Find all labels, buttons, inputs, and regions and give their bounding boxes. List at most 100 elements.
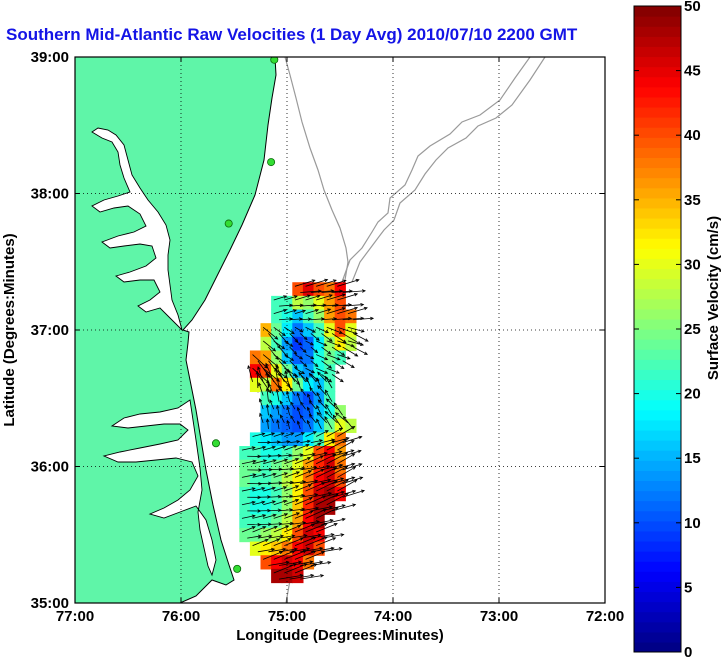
velocity-cell [271, 541, 283, 556]
velocity-arrow [284, 370, 291, 389]
velocity-arrow [252, 526, 267, 533]
velocity-arrow [241, 500, 256, 506]
velocity-arrow [305, 431, 317, 437]
velocity-arrow [294, 294, 311, 301]
velocity-arrow [286, 419, 291, 430]
velocity-arrow [296, 420, 301, 430]
velocity-cell [292, 459, 304, 474]
velocity-arrow [273, 458, 289, 465]
colorbar-band [634, 187, 681, 199]
velocity-arrow [305, 482, 326, 492]
colorbar-tick-label: 30 [684, 256, 701, 273]
velocity-arrow [321, 360, 333, 369]
velocity-cell [334, 295, 346, 311]
radar-stations [211, 57, 279, 573]
velocity-arrow [241, 446, 256, 451]
velocity-arrow [290, 414, 296, 424]
velocity-cell [313, 377, 325, 393]
velocity-arrow [347, 340, 365, 347]
velocity-arrow [241, 473, 257, 478]
velocity-cell [302, 282, 315, 297]
velocity-arrow [273, 525, 290, 533]
velocity-cell [302, 295, 315, 311]
velocity-arrow [284, 457, 300, 465]
velocity-cell [271, 309, 283, 324]
velocity-arrow [326, 439, 348, 451]
velocity-cell [313, 336, 325, 352]
velocity-cell [271, 295, 283, 311]
velocity-cell [302, 459, 315, 474]
velocity-arrow [315, 507, 339, 519]
velocity-arrow [263, 550, 284, 560]
velocity-arrow [300, 506, 320, 512]
velocity-arrow [316, 537, 337, 547]
colorbar-band [634, 258, 681, 270]
colorbar-band [634, 389, 681, 401]
velocity-arrow [321, 346, 332, 355]
velocity-arrow [342, 360, 355, 368]
velocity-arrow [294, 510, 314, 519]
velocity-cell [292, 377, 304, 393]
velocity-arrow [273, 326, 286, 337]
velocity-cell [324, 350, 336, 365]
velocity-arrow [284, 563, 308, 574]
colorbar-band [634, 106, 681, 118]
velocity-arrow [241, 487, 256, 492]
colorbar-band [634, 480, 681, 492]
velocity-cell [324, 446, 336, 461]
velocity-cell [281, 568, 293, 584]
velocity-arrow [284, 498, 300, 506]
velocity-cell [324, 418, 336, 433]
velocity-arrow [315, 467, 338, 478]
velocity-cell [302, 391, 315, 406]
velocity-arrow [276, 419, 280, 430]
velocity-arrow [332, 414, 343, 430]
velocity-arrow [326, 326, 344, 334]
velocity-arrow [296, 406, 301, 416]
velocity-arrow [263, 445, 276, 451]
colorbar-band [634, 641, 681, 652]
velocity-cell [334, 309, 346, 324]
colorbar-band [634, 117, 681, 128]
velocity-arrow [289, 317, 303, 321]
velocity-arrow [294, 497, 313, 506]
velocity-arrow [252, 459, 268, 465]
y-axis-ticks: 35:00 36:00 37:00 38:00 39:00 [31, 49, 605, 612]
velocity-arrow [300, 533, 322, 539]
colorbar-band [634, 440, 681, 451]
velocity-cell [302, 446, 315, 461]
velocity-arrow [305, 495, 327, 506]
velocity-arrow [263, 459, 277, 465]
velocity-arrow [337, 293, 359, 301]
velocity-arrow [315, 440, 336, 451]
colorbar-band [634, 238, 681, 249]
velocity-cell [249, 377, 262, 393]
velocity-cell [324, 459, 336, 474]
velocity-cell [271, 527, 283, 543]
velocity-arrow [284, 326, 295, 335]
velocity-arrow [337, 306, 359, 315]
velocity-arrow [268, 383, 275, 396]
velocity-cell [281, 295, 293, 311]
velocity-arrow [273, 499, 288, 506]
velocity-arrow [321, 450, 343, 457]
colorbar-band [634, 228, 681, 239]
colorbar-tick-label: 50 [684, 0, 701, 15]
velocity-arrow [306, 419, 312, 430]
velocity-arrow [300, 439, 311, 444]
velocity-arrow [305, 294, 321, 301]
colorbar-band [634, 86, 681, 98]
velocity-arrow [290, 401, 296, 410]
velocity-cell [271, 568, 283, 584]
velocity-arrow [347, 326, 365, 333]
station-marker [233, 564, 242, 573]
velocity-arrow [263, 472, 277, 478]
velocity-arrow [294, 367, 306, 375]
pamlico-sound [102, 399, 217, 577]
velocity-cell [249, 473, 262, 488]
velocity-arrow [333, 402, 343, 416]
velocity-cell [302, 364, 315, 379]
velocity-arrow [284, 309, 298, 315]
velocity-arrow [331, 360, 345, 370]
velocity-cell [313, 364, 325, 379]
